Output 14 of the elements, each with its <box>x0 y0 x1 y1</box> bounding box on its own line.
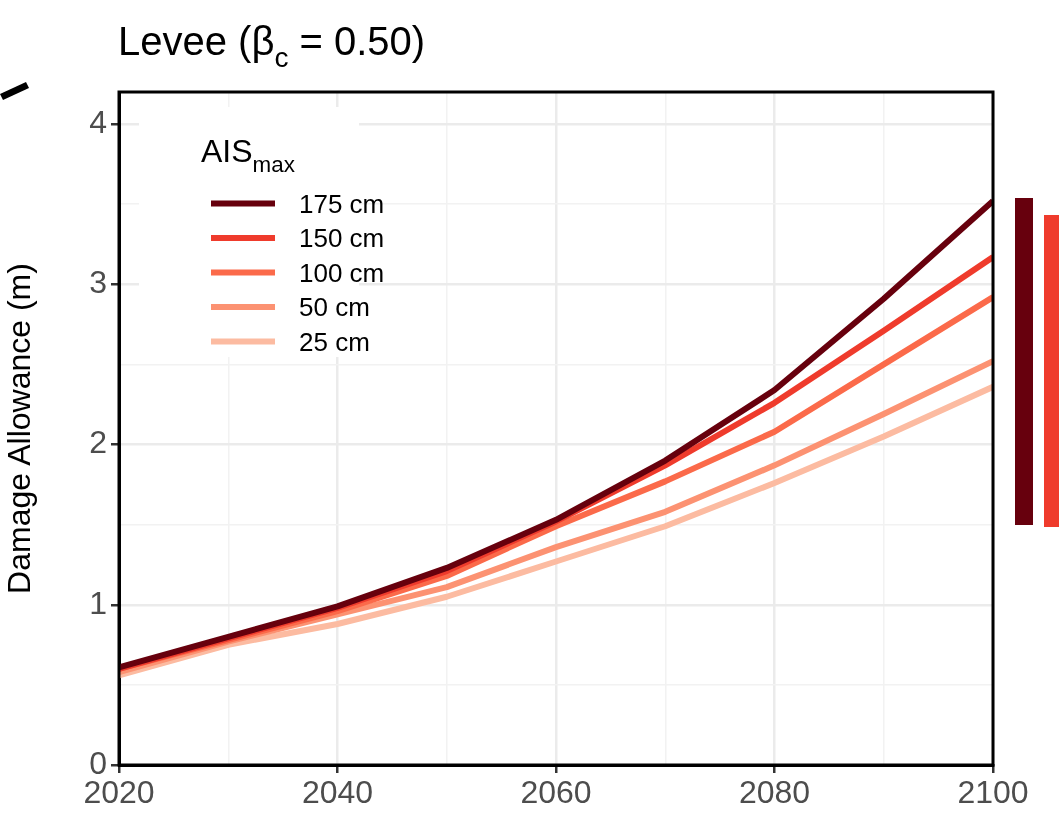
y-tick-label: 2 <box>89 424 107 461</box>
x-tick-label: 2100 <box>957 774 1029 811</box>
y-tick-label: 3 <box>89 264 107 301</box>
x-tick-label: 2060 <box>520 774 592 811</box>
legend-label: 175 cm <box>299 188 385 219</box>
legend-label: 150 cm <box>299 223 385 253</box>
legend-label: 100 cm <box>299 257 385 288</box>
x-tick-label: 2080 <box>738 774 811 811</box>
y-tick-label: 1 <box>89 584 107 621</box>
y-tick-label: 4 <box>89 103 107 140</box>
legend-label: 25 cm <box>299 326 370 357</box>
x-tick-label: 2040 <box>301 774 374 811</box>
legend-label: 50 cm <box>299 292 370 322</box>
y-axis-title: Damage Allowance (m) <box>1 263 38 594</box>
